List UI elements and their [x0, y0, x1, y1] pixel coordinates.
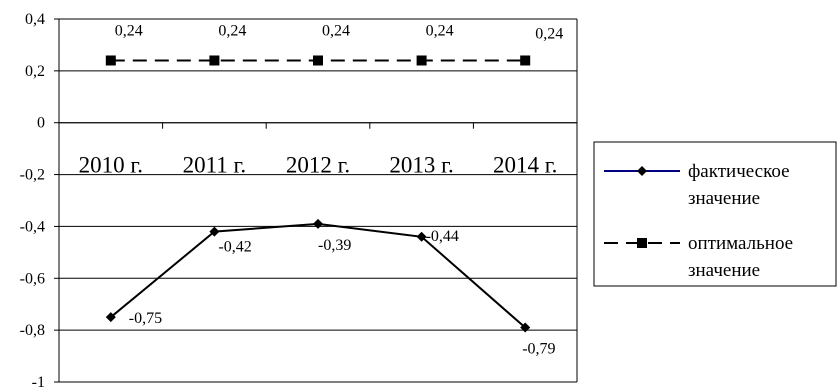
y-tick-label: 0 — [37, 115, 45, 132]
diamond-marker — [520, 322, 531, 333]
y-tick-label: 0,4 — [25, 11, 45, 28]
square-marker — [637, 238, 647, 248]
y-tick-label: -0,2 — [20, 167, 45, 184]
diamond-marker — [105, 312, 116, 323]
data-label: -0,79 — [522, 341, 555, 358]
grid-lines — [59, 18, 577, 383]
square-marker — [416, 55, 427, 66]
x-tick-label: 2010 г. — [79, 153, 143, 178]
data-label: -0,42 — [218, 239, 251, 256]
legend-entry-actual-label: фактическое — [688, 161, 790, 182]
square-marker — [209, 55, 220, 66]
data-label: 0,24 — [115, 22, 143, 39]
diamond-marker — [637, 166, 647, 176]
x-tick-label: 2012 г. — [286, 153, 350, 178]
data-label: 0,24 — [426, 22, 454, 39]
diamond-marker — [416, 231, 427, 242]
data-label: 0,24 — [218, 22, 246, 39]
y-tick-label: -0,6 — [20, 270, 45, 287]
legend-entry-optimal-label: значение — [688, 260, 760, 281]
y-tick-label: -1 — [32, 374, 45, 387]
data-label: 0,24 — [535, 25, 563, 42]
legend-entry-actual-label: значение — [688, 188, 760, 209]
series-lines — [105, 55, 531, 333]
diamond-marker — [209, 226, 220, 237]
data-label: -0,39 — [318, 237, 351, 254]
x-tick-label: 2011 г. — [183, 153, 247, 178]
square-marker — [105, 55, 116, 66]
diamond-marker — [313, 218, 323, 229]
legend-box — [593, 141, 837, 287]
data-label: -0,75 — [129, 310, 162, 327]
y-tick-label: -0,8 — [20, 322, 45, 339]
square-marker — [520, 55, 531, 66]
data-labels: -0,75 -0,42 -0,39 -0,44 -0,79 0,24 0,24 0,24 0,2… — [115, 22, 563, 357]
y-tick-label: 0,2 — [25, 63, 45, 80]
data-label: 0,24 — [322, 22, 350, 39]
square-marker — [313, 55, 323, 66]
y-tick-label: -0,4 — [20, 218, 45, 235]
data-label: -0,44 — [426, 228, 459, 245]
legend-entry-optimal-label: оптимальное — [688, 233, 793, 254]
x-tick-label: 2014 г. — [493, 153, 557, 178]
x-tick-label: 2013 г. — [389, 153, 453, 178]
axes: 0,4 0,2 0 -0,2 -0,4 -0,6 -0,8 -1 2010 г. 2011 г. 2… — [20, 11, 578, 387]
legend: фактическое значение оптимальное значение — [593, 141, 837, 287]
